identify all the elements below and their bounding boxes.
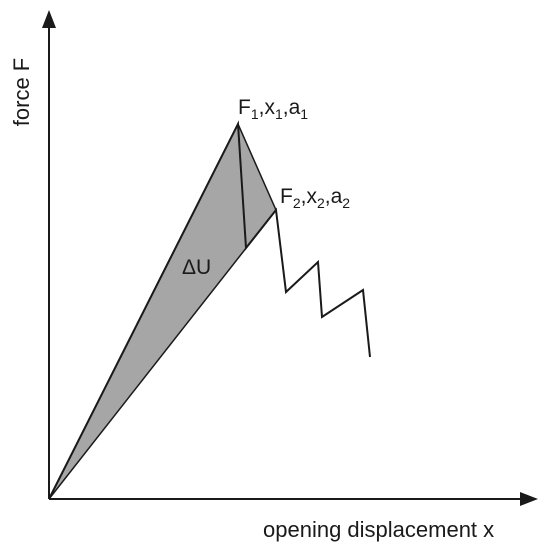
point-1-displacement: x	[264, 96, 275, 119]
point-1-force-subscript: 1	[251, 106, 259, 122]
point-2-crack-length-subscript: 2	[342, 195, 350, 211]
point-2-force: F	[280, 185, 293, 208]
point-2-force-subscript: 2	[293, 195, 301, 211]
x-axis-label: opening displacement x	[263, 517, 494, 542]
delta-u-label: ΔU	[182, 256, 211, 279]
point-1-separator-1: ,	[259, 96, 265, 119]
point-2-displacement: x	[306, 185, 317, 208]
point-2-separator-1: ,	[301, 185, 307, 208]
point-1-displacement-subscript: 1	[275, 106, 283, 122]
point-1-label: F1,x1,a1	[238, 96, 308, 122]
point-2-separator-2: ,	[325, 185, 331, 208]
point-1-crack-length-subscript: 1	[300, 106, 308, 122]
x-axis-arrowhead	[520, 492, 538, 506]
y-axis-arrowhead	[42, 10, 56, 28]
point-1-force: F	[238, 96, 251, 119]
point-1-separator-2: ,	[283, 96, 289, 119]
point-1-crack-length: a	[289, 96, 301, 119]
point-2-crack-length: a	[331, 185, 343, 208]
load-displacement-curve	[48, 120, 371, 500]
y-axis-label: force F	[9, 58, 34, 126]
point-2-label: F2,x2,a2	[280, 185, 350, 211]
point-2-displacement-subscript: 2	[317, 195, 325, 211]
